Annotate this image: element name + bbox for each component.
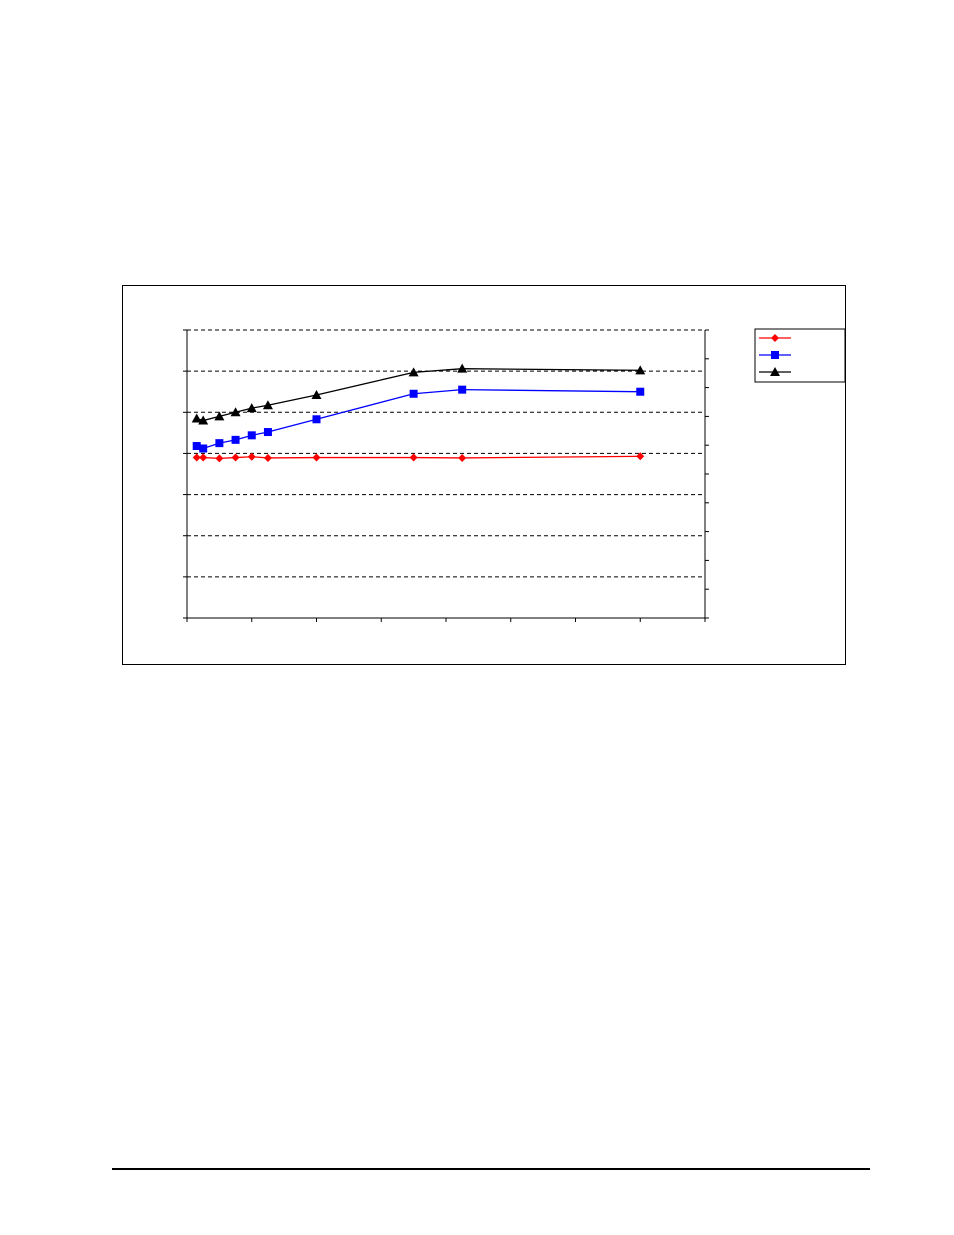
data-point (457, 363, 468, 373)
legend-entry (759, 351, 791, 359)
legend-marker (771, 351, 779, 359)
data-point (214, 411, 225, 421)
data-point (636, 387, 645, 396)
series-square (192, 385, 645, 453)
data-point (230, 407, 241, 417)
series-triangle (191, 363, 646, 425)
data-point (231, 453, 240, 462)
legend-marker (770, 367, 780, 376)
data-point (458, 453, 467, 462)
legend-marker (771, 334, 779, 342)
series-line (196, 368, 641, 422)
data-point (408, 367, 419, 377)
legend-entry (759, 334, 791, 342)
data-point (199, 444, 208, 453)
data-point (409, 389, 418, 398)
footer-divider (112, 1168, 870, 1170)
legend-entry (759, 367, 791, 376)
grid-lines (187, 329, 705, 578)
data-point (192, 442, 201, 451)
series-diamond (192, 452, 645, 463)
data-point (231, 435, 240, 444)
data-point (262, 400, 273, 410)
data-point (247, 452, 256, 461)
series-group (191, 363, 646, 463)
data-point (635, 365, 646, 375)
axes (183, 329, 709, 622)
chart-frame (122, 285, 846, 665)
data-point (312, 415, 321, 424)
legend (754, 328, 845, 383)
series-line (196, 389, 641, 450)
data-point (263, 453, 272, 462)
data-point (192, 453, 201, 462)
data-point (636, 452, 645, 461)
data-point (215, 454, 224, 463)
data-point (312, 453, 321, 462)
series-line (196, 455, 641, 460)
data-point (263, 428, 272, 437)
data-point (409, 453, 418, 462)
data-point (246, 403, 257, 413)
line-chart (183, 328, 845, 622)
data-point (247, 431, 256, 440)
data-point (458, 385, 467, 394)
data-point (198, 415, 209, 425)
data-point (215, 439, 224, 448)
data-point (311, 390, 322, 400)
data-point (191, 413, 202, 423)
data-point (199, 453, 208, 462)
